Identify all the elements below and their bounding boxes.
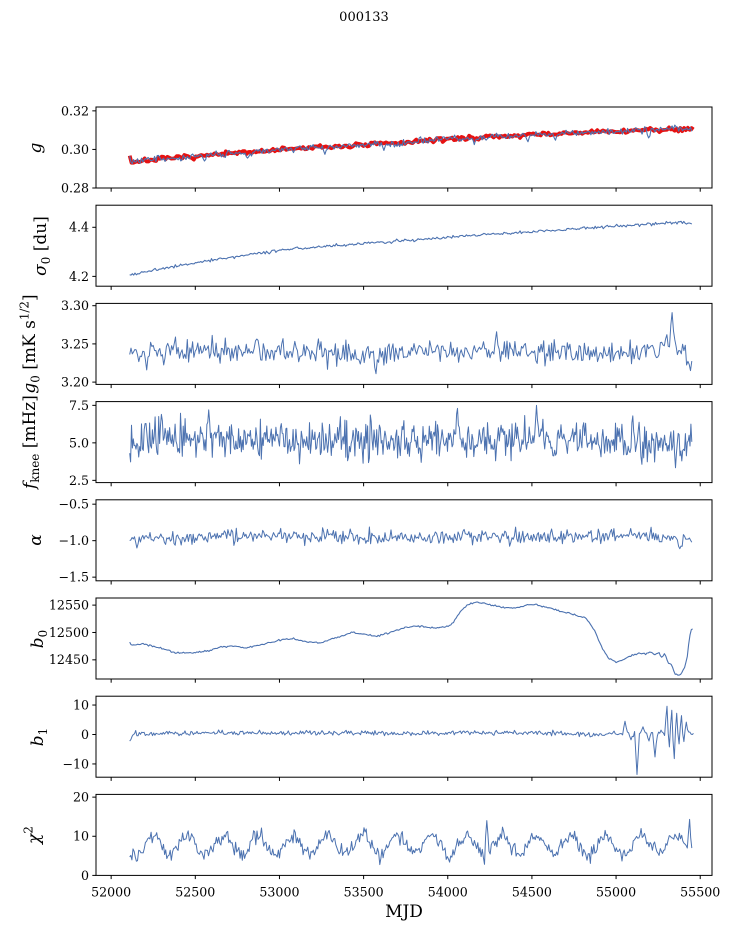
x-tick-label: 54500 [512, 884, 552, 899]
y-tick-label: 0.28 [61, 180, 89, 195]
y-tick-label: 3.25 [61, 336, 89, 351]
panel-sigma0: 4.2 4.4 [69, 204, 713, 290]
series-sigma0-blue [129, 220, 693, 276]
figure-title: 000133 [339, 10, 389, 25]
panel-chi2-frame [95, 793, 713, 876]
panel-fknee-frame [95, 401, 713, 484]
panel-b0-frame [95, 597, 713, 680]
x-tick-label: 54000 [428, 884, 468, 899]
x-tick-label: 52000 [91, 884, 131, 899]
series-g0-blue [129, 312, 693, 375]
y-tick-label: 7.5 [69, 398, 89, 413]
y-tick-label: 10 [73, 697, 89, 712]
y-axis-label-g0: g0 [mK s1/2] [17, 294, 43, 394]
y-axis-label-alpha: α [26, 534, 46, 547]
y-axis-label-sigma0: σ0 [du] [30, 215, 54, 276]
series-b1-blue [129, 705, 694, 775]
y-tick-label: 12450 [49, 652, 89, 667]
y-tick-label: 0 [81, 868, 89, 883]
y-axis-label-b1: b1 [27, 727, 51, 746]
y-tick-label: −1.0 [58, 533, 89, 548]
y-tick-label: 20 [73, 790, 89, 805]
panel-chi2: 0 10 20 52000 52500 53000 53500 54000 54500 55000… [73, 790, 720, 900]
panel-g0-frame [95, 302, 713, 385]
y-axis-label-b0: b0 [27, 629, 51, 648]
y-tick-label: 12500 [49, 625, 89, 640]
y-tick-label: 12550 [49, 598, 89, 613]
panel-fknee: 2.5 5.0 7.5 [69, 398, 713, 488]
panel-sigma0-frame [95, 204, 713, 287]
x-tick-label: 55000 [596, 884, 636, 899]
panel-g-frame [95, 106, 713, 189]
series-g-data-blue [129, 124, 693, 165]
panel-b1-frame [95, 695, 713, 778]
y-axis-label-fknee: fknee [mHz] [19, 395, 43, 489]
panel-b1: −10 0 10 [62, 695, 713, 781]
y-axis-label-g: g [26, 142, 46, 153]
panel-g0: 3.20 3.25 3.30 [61, 298, 713, 390]
y-tick-label: −1.5 [58, 570, 89, 585]
y-tick-label: 4.4 [69, 220, 89, 235]
x-axis-label: MJD [385, 902, 423, 922]
series-fknee-blue [129, 404, 693, 469]
series-chi2-blue [129, 818, 693, 866]
y-axis-label-chi2: χ2 [21, 825, 45, 844]
x-tick-label: 53500 [344, 884, 384, 899]
panel-b0: 12450 12500 12550 [49, 597, 713, 683]
y-tick-label: −10 [62, 756, 89, 771]
y-tick-label: 4.2 [69, 269, 89, 284]
y-tick-label: 2.5 [69, 473, 89, 488]
series-b0-blue [129, 601, 693, 676]
y-tick-label: 10 [73, 829, 89, 844]
y-tick-label: −0.5 [58, 497, 89, 512]
x-tick-label: 52500 [175, 884, 215, 899]
x-tick-label: 55500 [680, 884, 720, 899]
panel-alpha: −0.5 −1.0 −1.5 [58, 497, 713, 585]
y-tick-label: 0.30 [61, 142, 89, 157]
series-alpha-blue [129, 526, 693, 550]
y-tick-label: 3.20 [61, 375, 89, 390]
y-tick-label: 5.0 [69, 435, 89, 450]
x-tick-label: 53000 [259, 884, 299, 899]
y-tick-label: 0 [81, 727, 89, 742]
y-tick-label: 0.32 [61, 103, 89, 118]
panel-g: 0.28 0.30 0.32 [61, 103, 713, 195]
y-tick-label: 3.30 [61, 298, 89, 313]
